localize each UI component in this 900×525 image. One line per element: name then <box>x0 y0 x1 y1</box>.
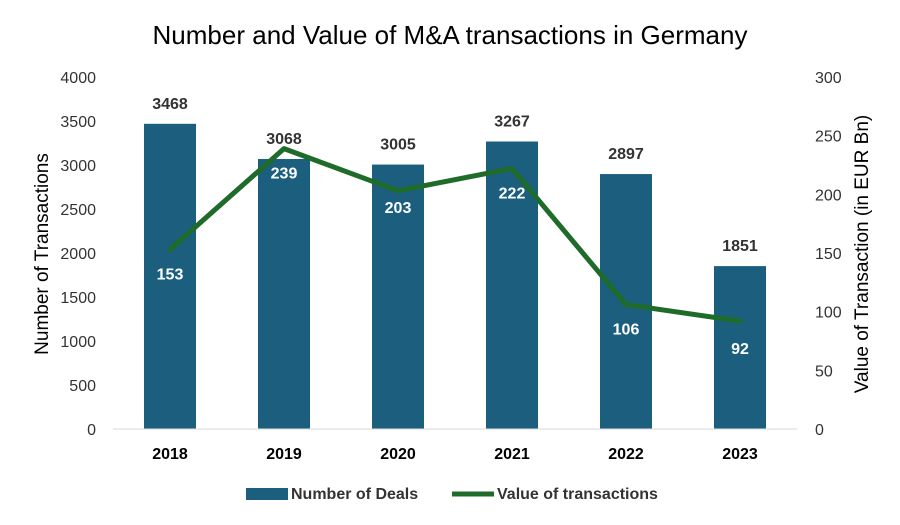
y2-tick-label: 50 <box>815 363 833 380</box>
y-axis-right: 0 50 100 150 200 250 300 <box>815 70 842 439</box>
y2-tick-label: 150 <box>815 246 842 263</box>
y-axis-title: Number of Transactions <box>32 153 53 355</box>
y-tick-label: 2500 <box>60 202 96 219</box>
y2-tick-label: 0 <box>815 422 824 439</box>
x-tick-label: 2023 <box>722 446 758 463</box>
y-tick-label: 2000 <box>60 246 96 263</box>
y-tick-label: 3500 <box>60 114 96 131</box>
bar-data-label: 3005 <box>380 137 416 154</box>
legend: Number of Deals Value of transactions <box>246 486 658 503</box>
y-tick-label: 3000 <box>60 158 96 175</box>
y-tick-label: 4000 <box>60 70 96 87</box>
value-line <box>167 146 743 324</box>
y2-tick-label: 200 <box>815 187 842 204</box>
chart-title: Number and Value of M&A transactions in … <box>153 20 748 50</box>
x-tick-label: 2019 <box>266 446 302 463</box>
bar <box>258 159 310 430</box>
bar <box>372 164 424 429</box>
y2-axis-title: Value of Transaction (in EUR Bn) <box>852 115 873 393</box>
bar <box>144 123 196 429</box>
x-tick-label: 2022 <box>608 446 644 463</box>
legend-label-deals: Number of Deals <box>291 486 418 503</box>
bar-series: 3468 3068 3005 3267 2897 1851 <box>113 96 797 430</box>
line-data-label: 92 <box>731 341 749 358</box>
bar-data-label: 1851 <box>722 238 758 255</box>
y2-tick-label: 100 <box>815 305 842 322</box>
y2-tick-label: 300 <box>815 70 842 87</box>
y-tick-label: 1000 <box>60 334 96 351</box>
y2-tick-label: 250 <box>815 129 842 146</box>
bar-data-label: 2897 <box>608 146 644 163</box>
line-data-label: 203 <box>385 200 412 217</box>
line-data-label: 106 <box>613 322 640 339</box>
y-tick-label: 0 <box>87 422 96 439</box>
y-tick-label: 500 <box>69 378 96 395</box>
x-tick-label: 2021 <box>494 446 530 463</box>
x-tick-label: 2020 <box>380 446 416 463</box>
line-data-label: 153 <box>157 266 184 283</box>
legend-label-value: Value of transactions <box>497 486 658 503</box>
x-axis: 2018 2019 2020 2021 2022 2023 <box>152 446 758 463</box>
y-axis-left: 0 500 1000 1500 2000 2500 3000 3500 4000 <box>60 70 96 439</box>
line-series: 153 239 203 222 106 92 <box>157 146 749 358</box>
bar-data-label: 3267 <box>494 114 530 131</box>
x-tick-label: 2018 <box>152 446 188 463</box>
legend-swatch-deals <box>246 488 288 500</box>
y-tick-label: 1500 <box>60 290 96 307</box>
bar <box>714 266 766 429</box>
line-data-label: 222 <box>499 186 526 203</box>
bar-data-label: 3068 <box>266 131 302 148</box>
line-data-label: 239 <box>271 166 298 183</box>
bar-data-label: 3468 <box>152 96 188 113</box>
